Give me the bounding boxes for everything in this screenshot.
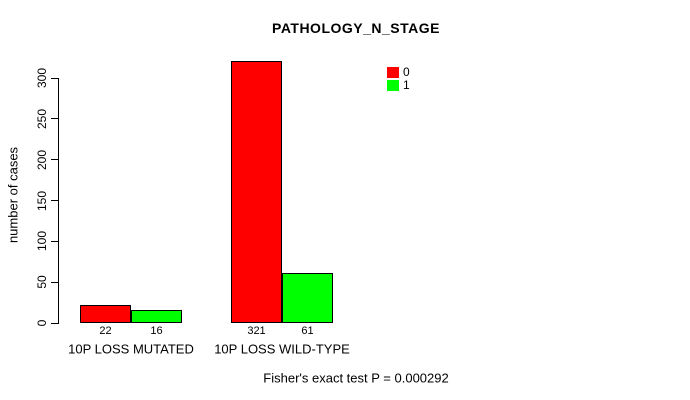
legend-swatch (387, 79, 399, 91)
y-axis-tick (51, 322, 58, 324)
legend-entry: 0 (387, 66, 410, 78)
bar-value-label: 16 (150, 325, 163, 337)
legend-label: 0 (403, 64, 410, 79)
bar-value-label: 321 (247, 325, 266, 337)
legend-swatch (387, 66, 399, 78)
bar-value-label: 61 (301, 325, 314, 337)
y-axis-tick (51, 118, 58, 120)
y-axis-tick (51, 159, 58, 161)
x-category-label: 10P LOSS MUTATED (68, 341, 194, 357)
y-axis-line (58, 78, 59, 324)
y-axis-tick-label: 200 (35, 149, 49, 170)
legend-label: 1 (403, 77, 410, 92)
y-axis-label: number of cases (5, 146, 21, 244)
bar-series-0-group-1 (231, 61, 282, 323)
bar-series-1-group-1 (282, 273, 333, 323)
y-axis-tick-label: 300 (35, 67, 49, 89)
chart-title: PATHOLOGY_N_STAGE (272, 20, 440, 36)
y-axis-tick (51, 240, 58, 242)
footer-note: Fisher's exact test P = 0.000292 (263, 370, 449, 386)
y-axis-tick (51, 77, 58, 79)
bar-value-label: 22 (99, 325, 112, 337)
x-category-label: 10P LOSS WILD-TYPE (214, 341, 350, 357)
y-axis-tick-label: 150 (35, 190, 49, 211)
bar-series-1-group-0 (131, 310, 182, 323)
y-axis-tick-label: 0 (35, 319, 49, 327)
y-axis-tick (51, 200, 58, 201)
legend-entry: 1 (387, 79, 410, 91)
y-axis-tick-label: 100 (35, 231, 49, 252)
y-axis-tick-label: 50 (35, 275, 49, 289)
bar-series-0-group-0 (80, 305, 131, 323)
y-axis-tick (51, 281, 58, 283)
y-axis-tick-label: 250 (35, 108, 49, 129)
